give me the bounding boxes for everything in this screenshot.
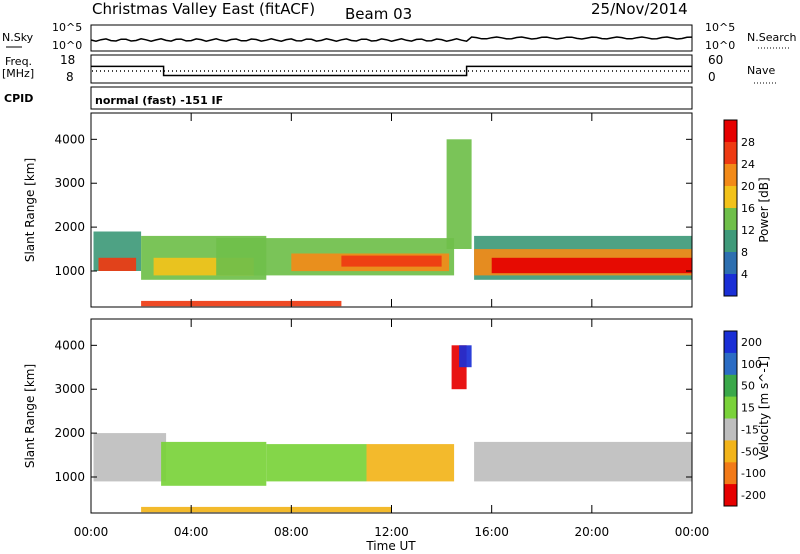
velocity-ylabel: Slant Range [km] <box>23 364 37 468</box>
scatter-band <box>446 139 472 249</box>
colorbar-swatch <box>724 208 737 231</box>
colorbar-swatch <box>724 230 737 253</box>
power-panel: Slant Range [km] 1000 2000 3000 4000 <box>23 112 693 308</box>
colorbar-tick-label: 20 <box>741 180 755 193</box>
colorbar-frame <box>723 119 738 297</box>
colorbar-swatch <box>724 352 737 376</box>
colorbar-swatch <box>724 374 737 398</box>
y-tick-label: 2000 <box>54 220 85 234</box>
scatter-band <box>141 300 342 307</box>
colorbar-swatch <box>724 484 737 507</box>
y-tick-label: 4000 <box>54 132 85 146</box>
noise-series-line <box>90 36 693 43</box>
cpid-value: normal (fast) -151 IF <box>95 94 223 107</box>
x-tick-label: 12:00 <box>374 525 409 539</box>
station-title: Christmas Valley East (fitACF) <box>92 0 315 18</box>
colorbar-tick-label: 4 <box>741 268 748 281</box>
nsky-label: N.Sky <box>2 31 34 44</box>
scatter-band <box>474 441 692 482</box>
colorbar-swatch <box>724 418 737 441</box>
scatter-band <box>266 444 367 482</box>
velocity-panel: Slant Range [km] 1000 2000 3000 4000 <box>23 318 693 514</box>
colorbar-tick-label: 200 <box>741 336 762 349</box>
x-tick-label: 16:00 <box>474 525 509 539</box>
colorbar-tick-label: 16 <box>741 202 755 215</box>
colorbar-swatch <box>724 252 737 275</box>
y-tick-label: 2000 <box>54 426 85 440</box>
x-tick-label: 08:00 <box>274 525 309 539</box>
colorbar-tick-label: -100 <box>741 467 766 480</box>
nave-label: Nave <box>747 64 775 77</box>
y-tick-label: 1000 <box>54 264 85 278</box>
y-tick-label: 3000 <box>54 382 85 396</box>
power-colorbar-label: Power [dB] <box>757 177 771 242</box>
colorbar-swatch <box>724 331 737 354</box>
beam-label: Beam 03 <box>345 5 412 23</box>
colorbar-swatch <box>724 396 737 419</box>
scatter-band <box>491 257 692 274</box>
nave-tick-top: 60 <box>708 53 723 67</box>
colorbar-tick-label: 12 <box>741 224 755 237</box>
power-colorbar: 4 8 12 16 20 24 28 <box>723 119 755 297</box>
colorbar-tick-label: 28 <box>741 136 755 149</box>
nsearch-tick-top: 10^5 <box>705 21 735 34</box>
colorbar-tick-label: -200 <box>741 489 766 502</box>
nsky-tick-top: 10^5 <box>52 21 82 34</box>
noise-strip: N.Sky 10^5 10^0 10^5 10^0 N.Search <box>2 21 797 52</box>
colorbar-swatch <box>724 164 737 187</box>
power-ylabel: Slant Range [km] <box>23 158 37 262</box>
scatter-band <box>141 506 392 513</box>
x-axis-label: Time UT <box>365 539 416 553</box>
colorbar-tick-label: -50 <box>741 445 759 458</box>
date-label: 25/Nov/2014 <box>591 0 688 18</box>
colorbar-swatch <box>724 462 737 485</box>
freq-strip: Freq. [MHz] 18 8 60 0 Nave <box>2 53 776 84</box>
colorbar-tick-label: 15 <box>741 402 755 415</box>
scatter-band <box>98 257 137 271</box>
colorbar-tick-label: 100 <box>741 358 762 371</box>
freq-unit: [MHz] <box>2 67 34 80</box>
scatter-band <box>341 255 442 267</box>
freq-label: Freq. <box>5 55 32 68</box>
cpid-label: CPID <box>4 92 33 105</box>
scatter-band <box>366 444 455 482</box>
colorbar-swatch <box>724 186 737 209</box>
frequency-series-line <box>91 65 692 77</box>
colorbar-swatch <box>724 440 737 463</box>
colorbar-tick-label: -15 <box>741 423 759 436</box>
velocity-colorbar-label: Velocity [m s^-1] <box>757 356 771 460</box>
velocity-colorbar: 200 100 50 15 -15 -50 -100 -200 <box>723 330 766 507</box>
freq-tick-bottom: 8 <box>66 70 74 84</box>
scatter-band <box>93 433 167 482</box>
colorbar-tick-label: 24 <box>741 158 755 171</box>
freq-tick-top: 18 <box>60 53 75 67</box>
x-tick-label: 00:00 <box>675 525 710 539</box>
scatter-band <box>459 345 472 368</box>
colorbar-tick-label: 8 <box>741 246 748 259</box>
colorbar-frame <box>723 330 738 507</box>
y-tick-label: 4000 <box>54 338 85 352</box>
y-tick-label: 3000 <box>54 176 85 190</box>
y-tick-label: 1000 <box>54 470 85 484</box>
cpid-row: CPID normal (fast) -151 IF <box>4 86 693 110</box>
colorbar-swatch <box>724 120 737 143</box>
nsky-tick-bottom: 10^0 <box>52 39 82 52</box>
nave-tick-bottom: 0 <box>708 70 716 84</box>
x-tick-label: 00:00 <box>74 525 109 539</box>
x-tick-label: 20:00 <box>575 525 610 539</box>
x-tick-label: 04:00 <box>174 525 209 539</box>
colorbar-swatch <box>724 274 737 297</box>
nsearch-label: N.Search <box>747 31 797 44</box>
colorbar-swatch <box>724 142 737 165</box>
x-axis: 00:00 04:00 08:00 12:00 16:00 20:00 00:00 <box>74 113 710 539</box>
nsearch-tick-bottom: 10^0 <box>705 39 735 52</box>
colorbar-tick-label: 50 <box>741 380 755 393</box>
scatter-band <box>161 441 267 486</box>
